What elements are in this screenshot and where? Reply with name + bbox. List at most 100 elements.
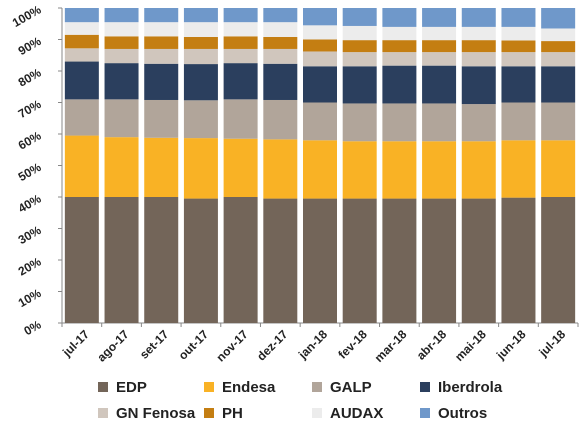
legend-swatch bbox=[312, 382, 322, 392]
bar-segment-endesa bbox=[223, 138, 258, 197]
legend: EDP Endesa GALP Iberdrola GN Fenosa PH AUDAX Ou… bbox=[0, 372, 588, 430]
bar-segment-edp bbox=[461, 198, 496, 323]
legend-item-iberdrola: Iberdrola bbox=[420, 377, 502, 397]
bar-segment-ph bbox=[541, 41, 576, 53]
bar-segment-galp bbox=[223, 99, 258, 139]
bar-segment-endesa bbox=[183, 138, 218, 199]
bar-segment-iberdrola bbox=[303, 66, 337, 103]
bar-segment-iberdrola bbox=[223, 63, 258, 100]
bar-segment-outros bbox=[183, 8, 218, 23]
legend-swatch bbox=[98, 408, 108, 418]
legend-item-galp: GALP bbox=[312, 377, 372, 397]
bar-segment-galp bbox=[461, 104, 496, 142]
bar-segment-edp bbox=[422, 198, 457, 323]
bar-segment-gn-fenosa bbox=[144, 48, 179, 64]
bar-segment-gn-fenosa bbox=[422, 52, 457, 66]
x-tick-label: jul-18 bbox=[536, 327, 569, 360]
bar-segment-endesa bbox=[263, 139, 298, 199]
bar-segment-ph bbox=[342, 40, 377, 53]
bar-segment-edp bbox=[263, 198, 298, 323]
legend-swatch bbox=[204, 408, 214, 418]
bar-segment-ph bbox=[501, 40, 536, 53]
bar-segment-audax bbox=[461, 26, 496, 41]
bar-segment-ph bbox=[303, 39, 337, 52]
bar-segment-audax bbox=[422, 26, 457, 41]
bar-segment-edp bbox=[382, 198, 417, 323]
bar-segment-edp bbox=[183, 198, 218, 323]
bar-segment-edp bbox=[64, 197, 99, 323]
bar-segment-ph bbox=[422, 40, 457, 53]
bar-segment-endesa bbox=[144, 137, 179, 197]
legend-swatch bbox=[204, 382, 214, 392]
plot-area: 0%10%20%30%40%50%60%70%80%90%100%jul-17 a… bbox=[10, 2, 579, 365]
legend-item-audax: AUDAX bbox=[312, 403, 383, 423]
legend-label: Iberdrola bbox=[438, 378, 503, 396]
bar-segment-iberdrola bbox=[104, 63, 139, 100]
x-tick-label: abr-18 bbox=[414, 327, 450, 363]
bar-segment-gn-fenosa bbox=[541, 52, 576, 67]
bar-segment-galp bbox=[303, 102, 337, 141]
bar-segment-outros bbox=[144, 8, 179, 23]
bar-segment-endesa bbox=[303, 140, 337, 199]
bar-segment-endesa bbox=[422, 141, 457, 199]
y-tick-label: 0% bbox=[21, 317, 43, 338]
bar-segment-galp bbox=[144, 99, 179, 138]
x-tick-label: out-17 bbox=[176, 327, 212, 363]
legend-item-outros: Outros bbox=[420, 403, 487, 423]
bar-segment-audax bbox=[144, 22, 179, 37]
bar-segment-edp bbox=[223, 197, 258, 323]
bar-segment-endesa bbox=[501, 140, 536, 198]
bar-segment-gn-fenosa bbox=[342, 52, 377, 67]
bar-segment-endesa bbox=[342, 141, 377, 199]
bar-segment-gn-fenosa bbox=[223, 48, 258, 64]
bar-segment-audax bbox=[303, 25, 337, 40]
bar-segment-iberdrola bbox=[342, 66, 377, 104]
bar-segment-iberdrola bbox=[382, 65, 417, 104]
bar-segment-audax bbox=[64, 22, 99, 35]
bar-segment-outros bbox=[263, 8, 298, 23]
legend-label: GALP bbox=[330, 378, 372, 396]
x-tick-label: dez-17 bbox=[254, 327, 291, 364]
legend-item-edp: EDP bbox=[98, 377, 147, 397]
bar-segment-ph bbox=[223, 36, 258, 49]
bar-segment-gn-fenosa bbox=[64, 48, 99, 62]
x-tick-label: jul-17 bbox=[59, 327, 92, 360]
bar-segment-ph bbox=[64, 34, 99, 49]
bar-segment-endesa bbox=[64, 135, 99, 197]
legend-label: PH bbox=[222, 404, 243, 422]
bar-segment-gn-fenosa bbox=[382, 52, 417, 66]
bar-segment-galp bbox=[64, 99, 99, 136]
legend-item-endesa: Endesa bbox=[204, 377, 275, 397]
legend-swatch bbox=[420, 408, 430, 418]
bar-segment-edp bbox=[144, 197, 179, 323]
bar-segment-iberdrola bbox=[64, 61, 99, 100]
bar-segment-galp bbox=[382, 103, 417, 142]
bar-segment-ph bbox=[382, 40, 417, 53]
bar-segment-endesa bbox=[104, 137, 139, 197]
bar-segment-audax bbox=[263, 22, 298, 37]
bar-segment-outros bbox=[303, 8, 337, 26]
legend-label: Endesa bbox=[222, 378, 276, 396]
y-tick-label: 40% bbox=[16, 191, 44, 215]
bar-segment-gn-fenosa bbox=[303, 51, 337, 67]
legend-item-ph: PH bbox=[204, 403, 243, 423]
bar-segment-endesa bbox=[382, 141, 417, 199]
bar-segment-galp bbox=[501, 102, 536, 141]
bar-segment-outros bbox=[342, 8, 377, 26]
bar-segment-galp bbox=[104, 99, 139, 138]
y-tick-label: 10% bbox=[16, 286, 44, 310]
y-tick-label: 30% bbox=[16, 223, 44, 247]
bar-segment-audax bbox=[342, 25, 377, 41]
bar-segment-outros bbox=[541, 8, 576, 29]
legend-label: GN Fenosa bbox=[116, 404, 196, 422]
bar-segment-edp bbox=[501, 197, 536, 323]
bar-segment-outros bbox=[422, 8, 457, 27]
y-tick-label: 80% bbox=[16, 65, 44, 89]
legend-swatch bbox=[98, 382, 108, 392]
bar-segment-audax bbox=[104, 22, 139, 37]
x-tick-label: jun-18 bbox=[493, 327, 529, 363]
y-tick-label: 60% bbox=[16, 128, 44, 152]
legend-label: Outros bbox=[438, 404, 488, 422]
bar-segment-outros bbox=[501, 8, 536, 27]
legend-swatch bbox=[312, 408, 322, 418]
